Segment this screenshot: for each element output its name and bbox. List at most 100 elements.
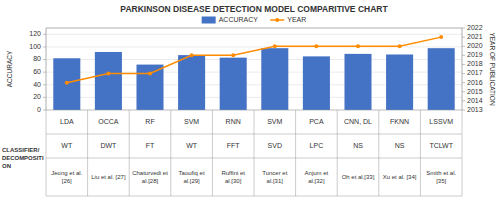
category-label: LSSVM: [429, 118, 453, 125]
tick: [462, 73, 465, 74]
grid-line: [46, 34, 462, 35]
category-label-line: Liu et al. [27]: [91, 174, 126, 180]
category-label: Anjum etal.[32]: [305, 170, 329, 183]
marker: [439, 35, 443, 39]
category-label-line: al.[28]: [142, 177, 159, 183]
bar: [303, 56, 330, 110]
category-label-line: Smith et al.: [426, 170, 456, 176]
category-label-line: al.[30]: [225, 177, 242, 183]
category-label-line: al.[31]: [267, 177, 284, 183]
table-line: [212, 110, 213, 196]
table-line: [170, 110, 171, 196]
title: PARKINSON DISEASE DETECTION MODEL COMPAR…: [120, 4, 388, 14]
category-label-line: SVM: [184, 118, 199, 125]
tick: [462, 64, 465, 65]
bar: [95, 52, 122, 110]
category-label-line: TCLWT: [429, 142, 453, 149]
category-label: FT: [146, 142, 155, 149]
tick: [462, 82, 465, 83]
category-label-line: LPC: [310, 142, 324, 149]
legend-item: YEAR: [270, 16, 306, 23]
tick-label: 2020: [467, 42, 483, 49]
category-label: Chaturvedi etal.[28]: [132, 170, 168, 183]
bar: [386, 54, 413, 110]
category-label-line: FKNN: [390, 118, 409, 125]
tick: [462, 28, 465, 29]
category-label: SVM: [267, 118, 282, 125]
category-label-line: WT: [186, 142, 198, 149]
tick-label: 2022: [467, 24, 483, 31]
marker: [231, 53, 235, 57]
legend-label: YEAR: [287, 16, 306, 23]
category-label-line: RF: [145, 118, 154, 125]
category-label: NS: [353, 142, 363, 149]
tick-label: 2017: [467, 69, 483, 76]
tick-label: 100: [29, 43, 41, 50]
tick-label: 2021: [467, 33, 483, 40]
category-label: WT: [186, 142, 198, 149]
axis-line: [462, 28, 463, 110]
table-line: [462, 110, 463, 196]
tick: [43, 72, 46, 73]
category-label-line: FT: [146, 142, 155, 149]
bar: [261, 48, 288, 110]
bar: [428, 48, 455, 110]
axis-label: ACCURACY: [6, 50, 13, 87]
category-label-line: RNN: [226, 118, 241, 125]
tick-label: 80: [33, 55, 41, 62]
category-label: WT: [61, 142, 73, 149]
legend: ACCURACY YEAR: [202, 16, 307, 24]
tick: [43, 97, 46, 98]
tick: [462, 91, 465, 92]
category-label-line: FFT: [227, 142, 241, 149]
table-line: [337, 110, 338, 196]
bar: [53, 58, 80, 110]
legend-swatch: [202, 17, 216, 24]
marker: [314, 44, 318, 48]
category-label: Oh et al.[33]: [342, 174, 375, 180]
tick: [43, 110, 46, 111]
category-label-line: PCA: [309, 118, 324, 125]
category-label: NS: [395, 142, 405, 149]
category-label-line: Chaturvedi et: [132, 170, 168, 176]
chart: PARKINSON DISEASE DETECTION MODEL COMPAR…: [0, 0, 500, 200]
tick-label: 2015: [467, 88, 483, 95]
tick-label: 2019: [467, 51, 483, 58]
category-label: RF: [145, 118, 154, 125]
tick: [43, 34, 46, 35]
category-label-line: Anjum et: [305, 170, 329, 176]
table-line: [46, 134, 462, 135]
legend-item: ACCURACY: [202, 16, 259, 24]
marker: [190, 53, 194, 57]
marker: [356, 44, 360, 48]
table-line: [129, 110, 130, 196]
tick-label: 2018: [467, 60, 483, 67]
table-line: [46, 158, 462, 159]
tick-label: 20: [33, 93, 41, 100]
category-label-line: CNN, DL: [344, 118, 372, 125]
category-label: SVM: [184, 118, 199, 125]
category-label-line: Ruffini et: [221, 170, 245, 176]
tick: [462, 55, 465, 56]
category-label-line: [35]: [436, 177, 446, 183]
axis-label: YEAR OF PUBLICATION: [489, 32, 496, 106]
category-label: SVD: [268, 142, 282, 149]
category-label: LDA: [60, 118, 74, 125]
tick-label: 120: [29, 30, 41, 37]
category-label: PCA: [309, 118, 324, 125]
category-label-line: Taoufiq et: [179, 170, 205, 176]
bar: [178, 55, 205, 110]
category-label: DWT: [100, 142, 117, 149]
category-label-line: DWT: [100, 142, 117, 149]
tick-label: 2014: [467, 97, 483, 104]
tick-label: 2013: [467, 106, 483, 113]
axis-line: [46, 28, 47, 110]
table-line: [254, 110, 255, 196]
category-label: Jeong et al.[26]: [51, 170, 82, 183]
category-label-line: NS: [395, 142, 405, 149]
category-label-line: WT: [61, 142, 73, 149]
table-line: [295, 110, 296, 196]
category-label-line: Xu et al. [34]: [383, 174, 417, 180]
legend-swatch: [275, 18, 279, 22]
category-label-line: SVD: [268, 142, 282, 149]
